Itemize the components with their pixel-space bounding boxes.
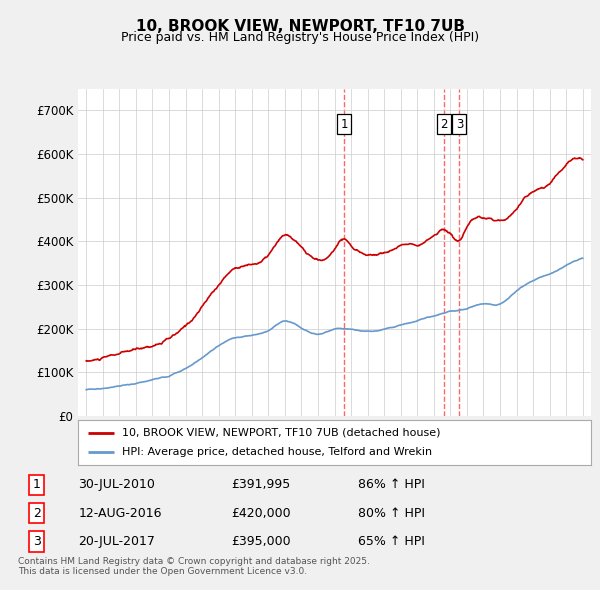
Text: 10, BROOK VIEW, NEWPORT, TF10 7UB (detached house): 10, BROOK VIEW, NEWPORT, TF10 7UB (detac…: [122, 428, 440, 438]
Text: 1: 1: [340, 118, 348, 131]
Text: £395,000: £395,000: [231, 535, 290, 548]
Text: 20-JUL-2017: 20-JUL-2017: [78, 535, 155, 548]
Text: £420,000: £420,000: [231, 507, 290, 520]
Text: HPI: Average price, detached house, Telford and Wrekin: HPI: Average price, detached house, Telf…: [122, 447, 432, 457]
Text: 86% ↑ HPI: 86% ↑ HPI: [358, 478, 424, 491]
Text: 30-JUL-2010: 30-JUL-2010: [78, 478, 155, 491]
Text: 2: 2: [33, 507, 41, 520]
Text: 2: 2: [440, 118, 448, 131]
Text: 10, BROOK VIEW, NEWPORT, TF10 7UB: 10, BROOK VIEW, NEWPORT, TF10 7UB: [136, 19, 464, 34]
Text: 3: 3: [456, 118, 463, 131]
Text: 65% ↑ HPI: 65% ↑ HPI: [358, 535, 424, 548]
Text: 80% ↑ HPI: 80% ↑ HPI: [358, 507, 425, 520]
Text: 12-AUG-2016: 12-AUG-2016: [78, 507, 162, 520]
Text: Contains HM Land Registry data © Crown copyright and database right 2025.
This d: Contains HM Land Registry data © Crown c…: [18, 557, 370, 576]
Text: £391,995: £391,995: [231, 478, 290, 491]
Text: Price paid vs. HM Land Registry's House Price Index (HPI): Price paid vs. HM Land Registry's House …: [121, 31, 479, 44]
Text: 3: 3: [33, 535, 41, 548]
Text: 1: 1: [33, 478, 41, 491]
